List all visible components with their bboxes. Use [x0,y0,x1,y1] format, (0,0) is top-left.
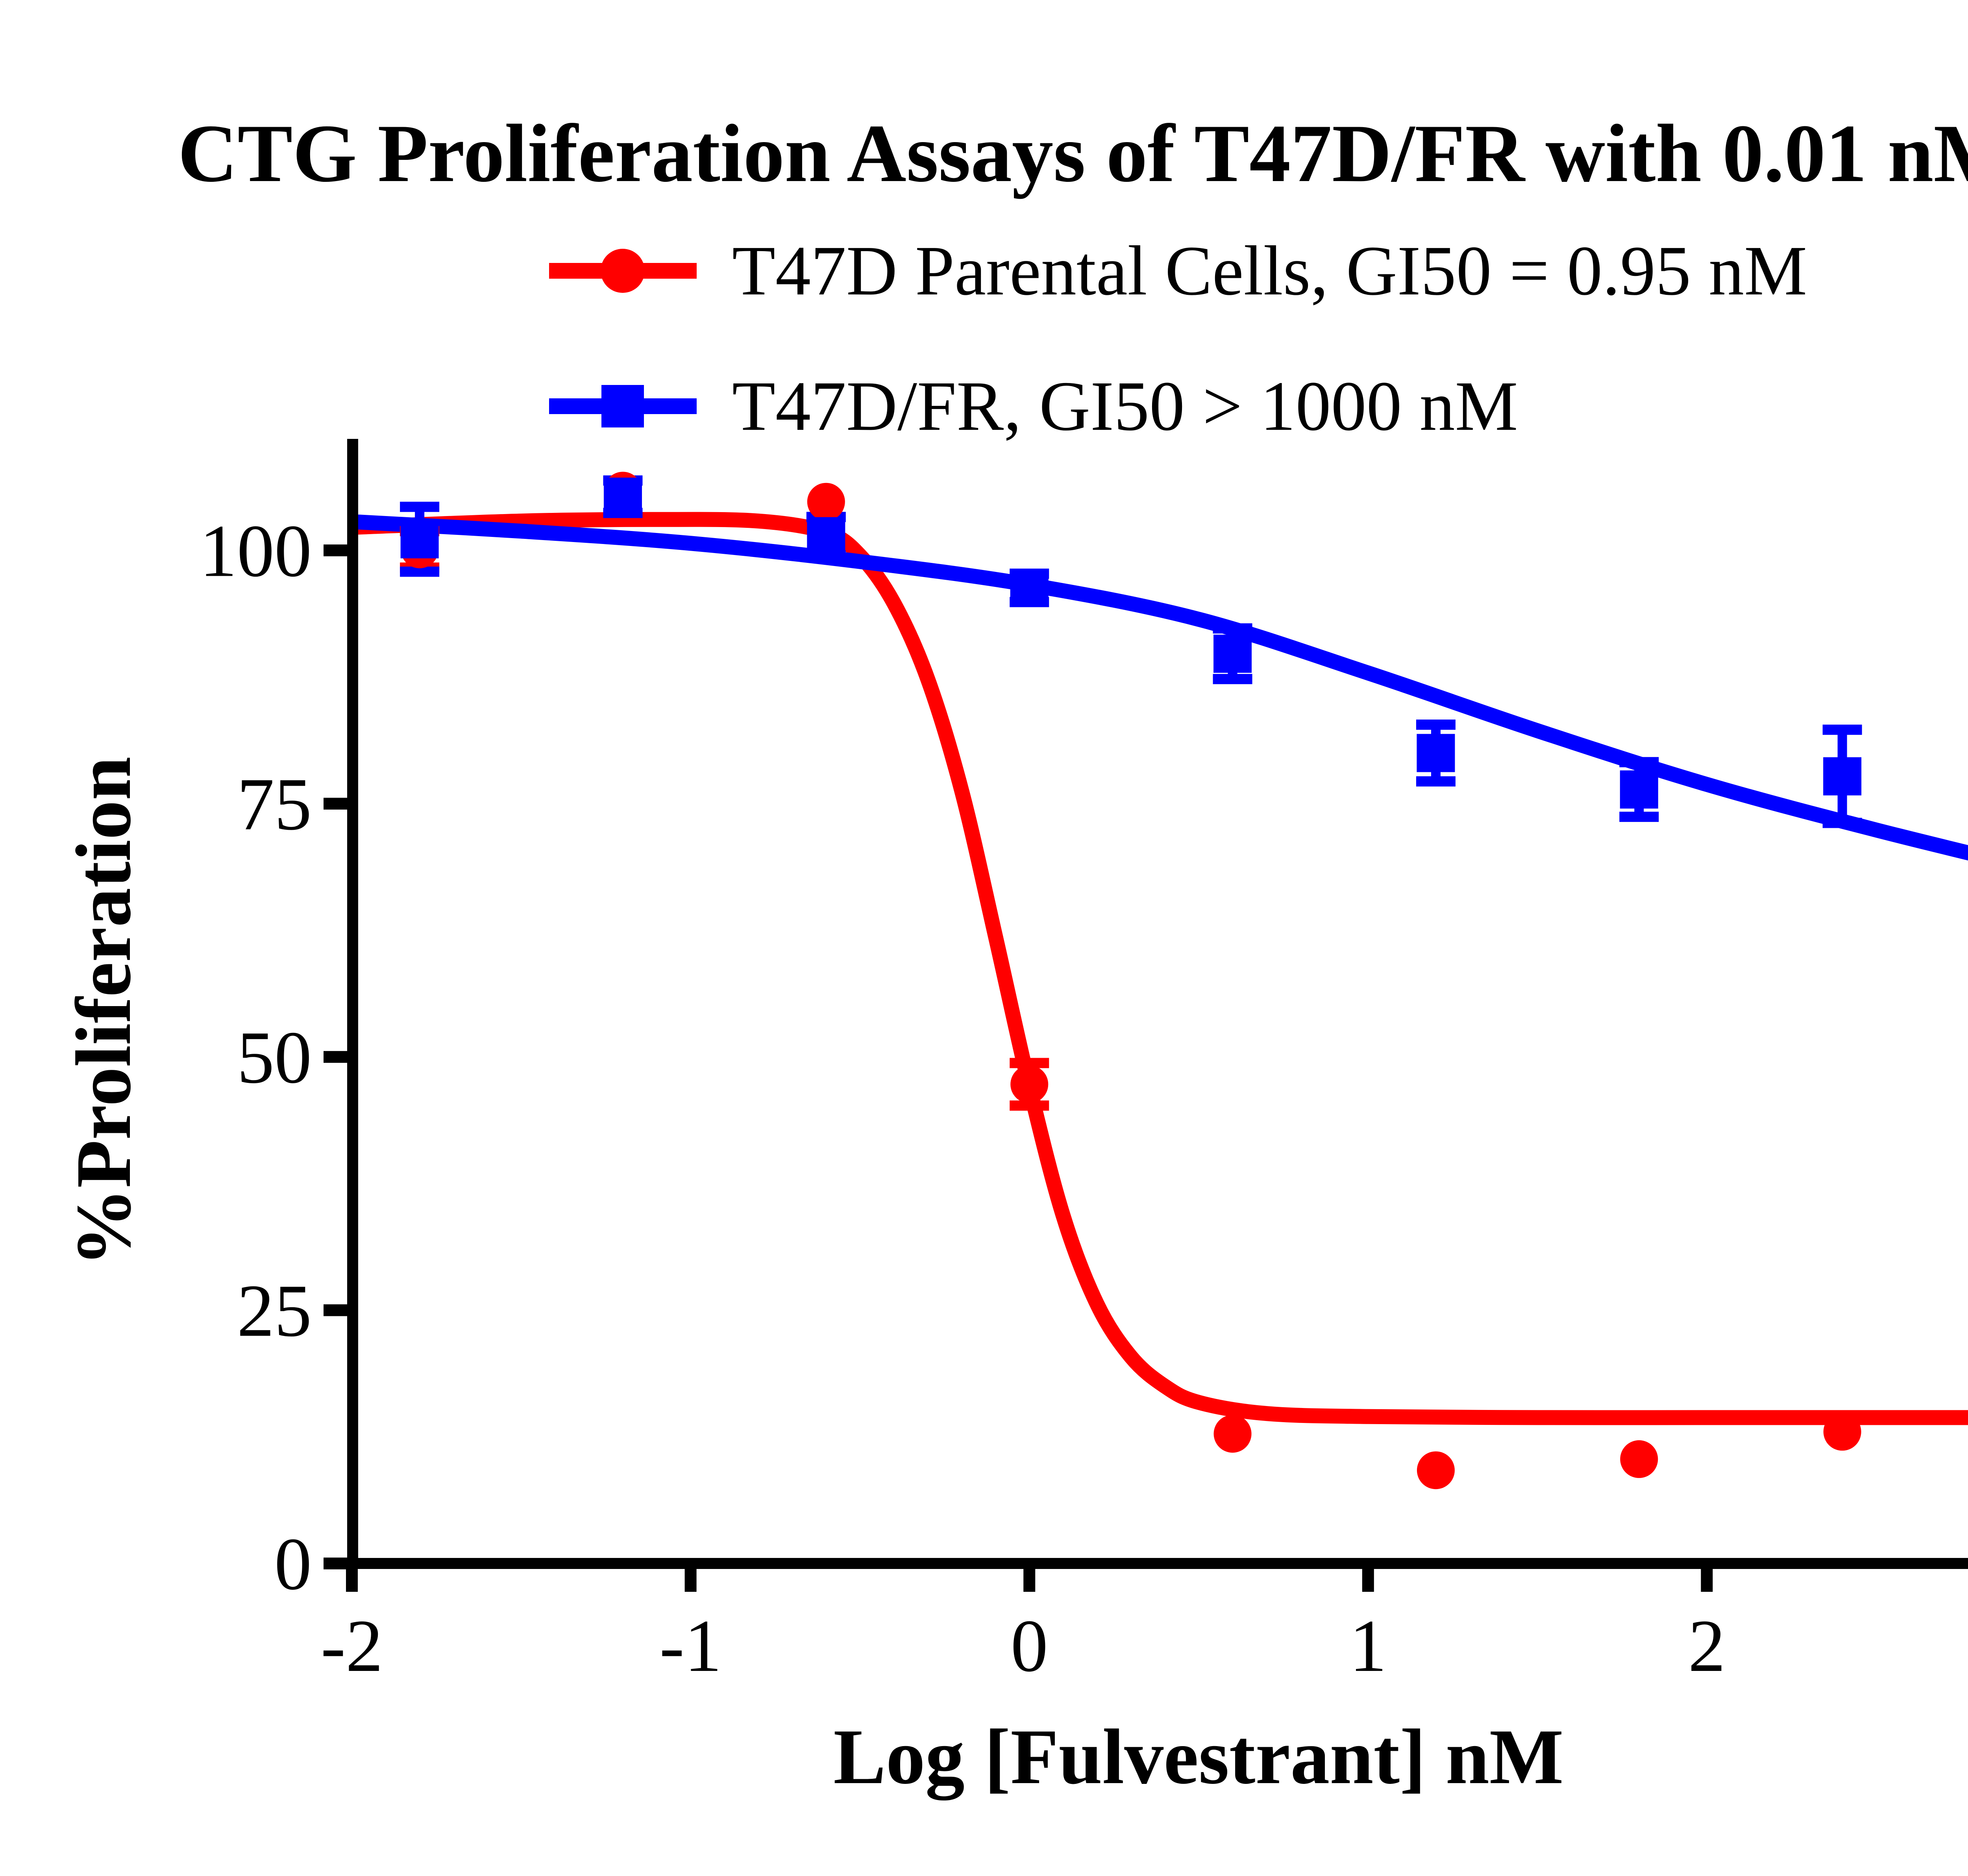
data-markers [400,472,1862,1489]
y-tick-label: 25 [237,1270,312,1352]
y-tick-label: 100 [200,510,312,592]
x-tick-label: -2 [321,1605,383,1687]
x-tick-label: -1 [659,1605,721,1687]
y-tick-label: 0 [274,1523,312,1606]
data-point-square-fr [1213,635,1252,673]
red-fit-curve [351,512,1968,1425]
y-tick-label: 50 [237,1016,312,1099]
data-point-square-fr [1620,770,1658,809]
blue-fit-curve [351,514,1968,861]
legend: T47D Parental Cells, GI50 = 0.95 nM T47D… [549,231,1807,445]
legend-entry-parental: T47D Parental Cells, GI50 = 0.95 nM [549,231,1807,310]
chart-title: CTG Proliferation Assays of T47D/FR with… [178,108,1968,199]
legend-marker-circle-icon [601,249,645,293]
x-tick-label: 0 [1011,1605,1048,1687]
data-point-square-fr [603,477,642,516]
data-point-square-fr [807,517,845,555]
axes [324,439,1968,1592]
data-point-square-fr [400,520,439,559]
x-tick-label: 1 [1349,1605,1387,1687]
data-point-circle-parental [1417,1451,1455,1489]
data-point-circle-parental [807,483,845,521]
legend-entry-fr: T47D/FR, GI50 > 1000 nM [549,367,1518,445]
fit-curves [351,512,1968,1425]
data-point-circle-parental [1010,1065,1049,1103]
data-point-square-fr [1417,734,1455,772]
data-point-circle-parental [1620,1440,1658,1478]
legend-label-parental: T47D Parental Cells, GI50 = 0.95 nM [732,231,1807,310]
data-point-circle-parental [1823,1413,1861,1451]
data-point-square-fr [1823,757,1862,796]
y-tick-label: 75 [237,763,312,846]
y-axis-title: %Proliferation [60,757,147,1267]
x-tick-label: 2 [1688,1605,1726,1687]
data-point-square-fr [1010,569,1049,607]
legend-label-fr: T47D/FR, GI50 > 1000 nM [732,367,1518,445]
legend-marker-square-icon [601,385,644,427]
data-point-circle-parental [1213,1415,1252,1453]
x-axis-title: Log [Fulvestrant] nM [833,1713,1563,1800]
